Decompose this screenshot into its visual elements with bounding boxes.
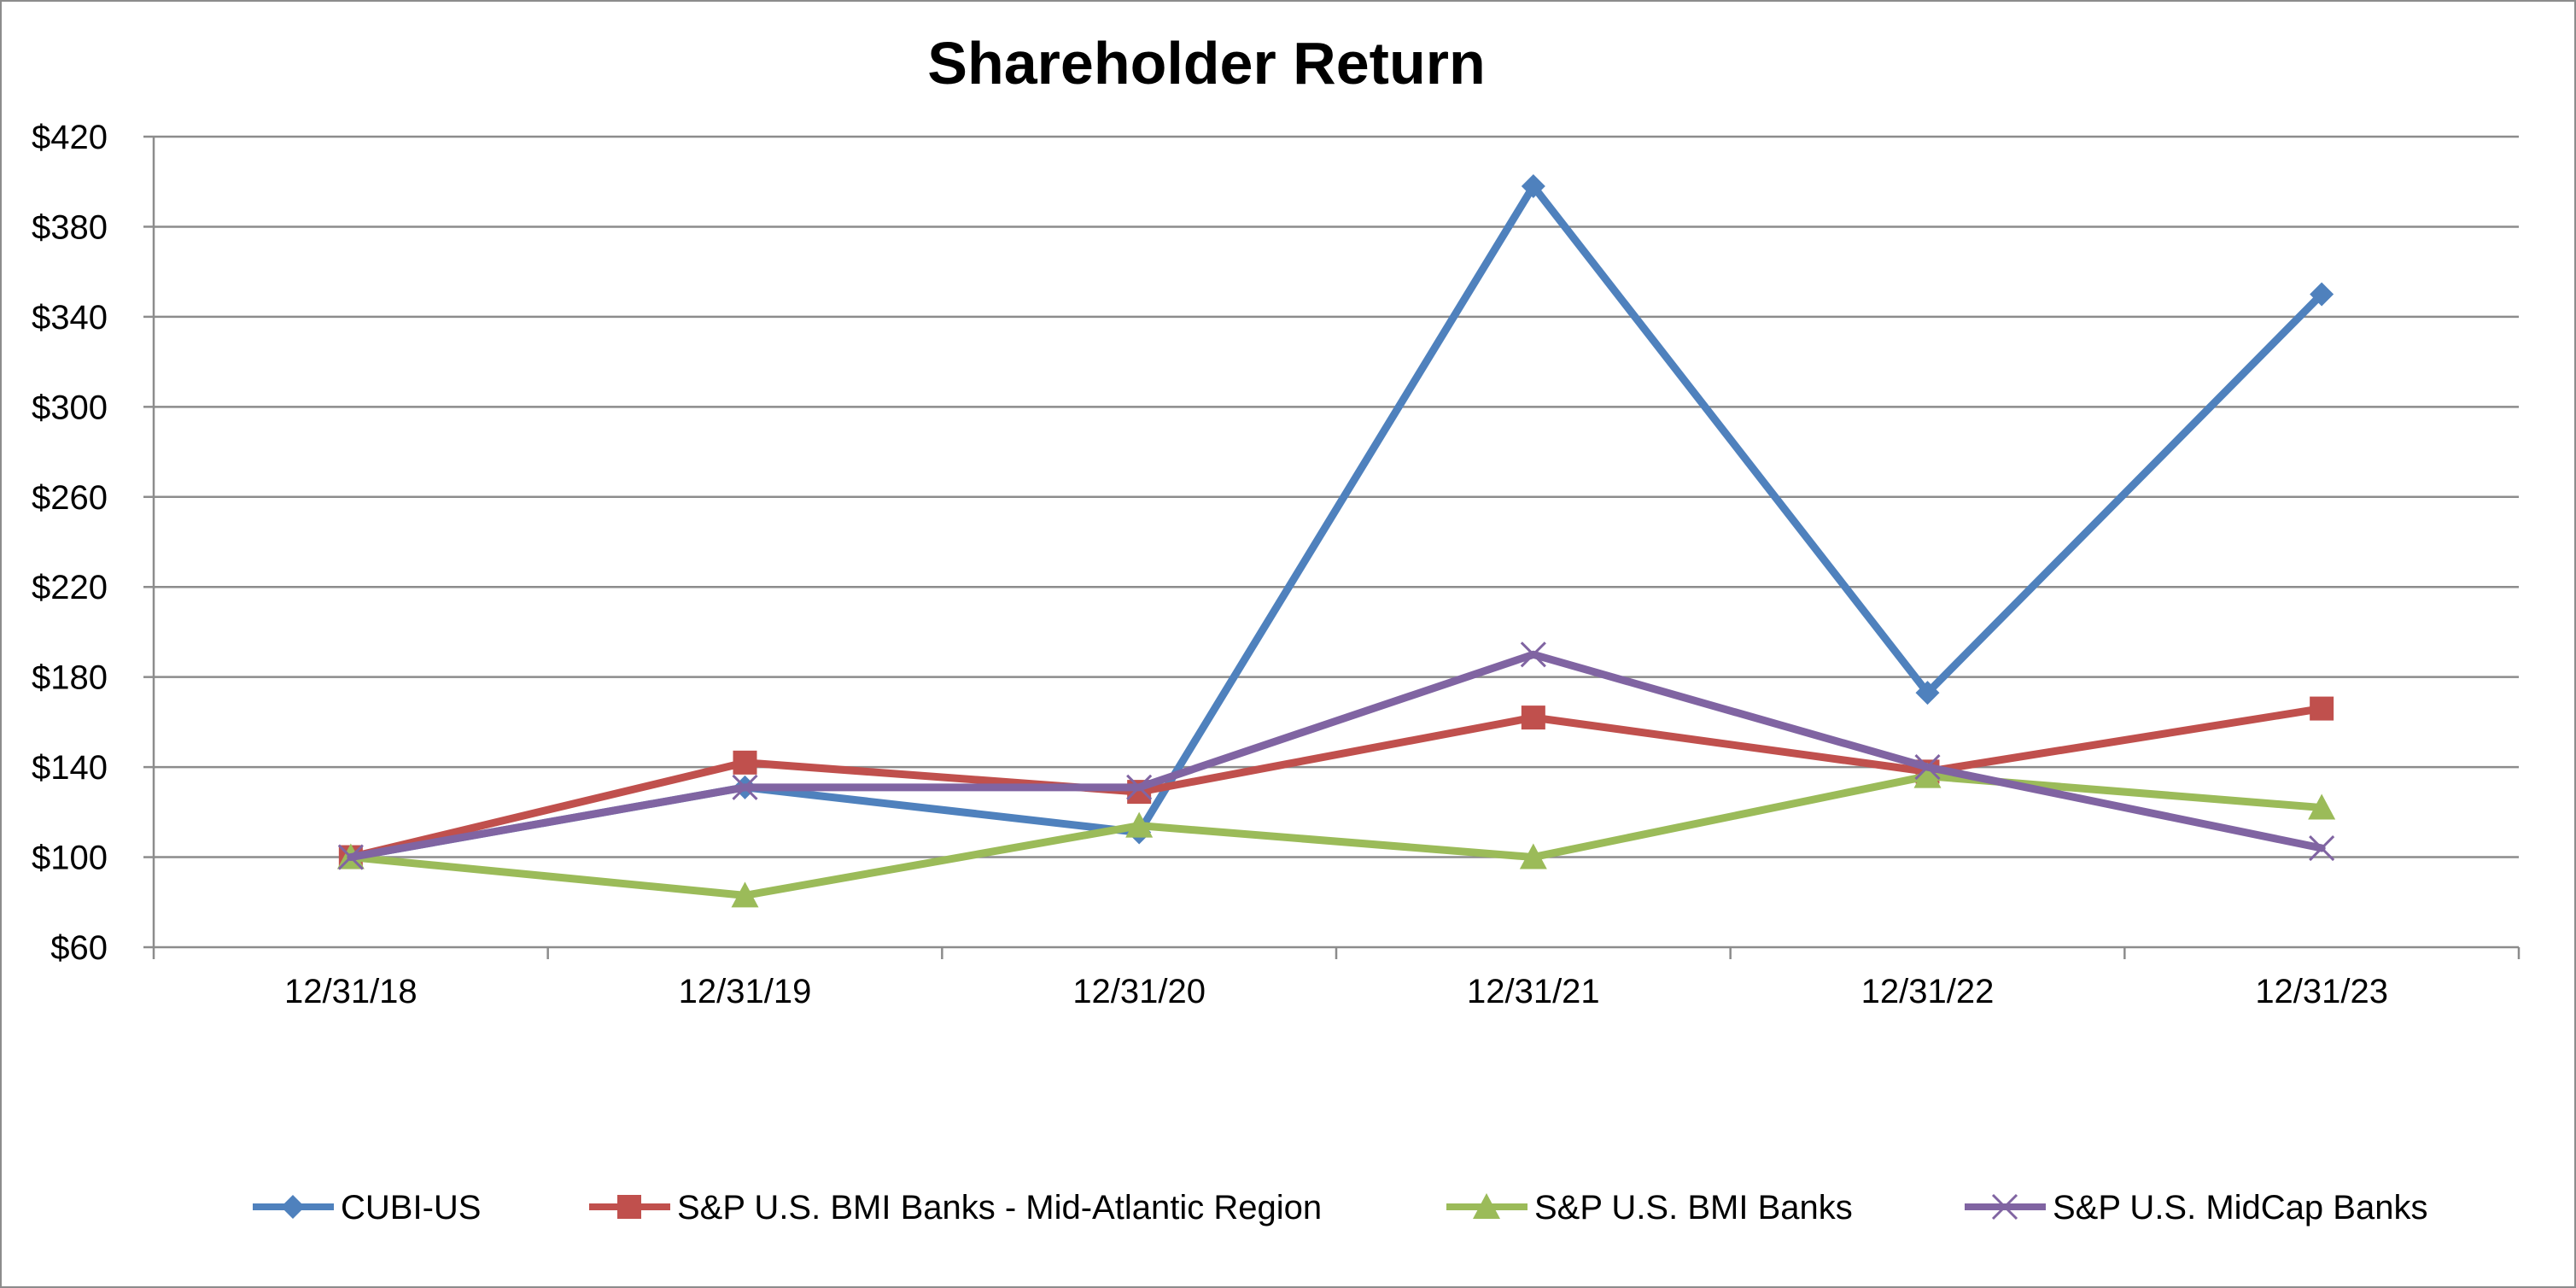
- series-2-point-3: [1519, 843, 1547, 869]
- series-3-point-1: [732, 774, 758, 800]
- series-0-point-4: [1915, 681, 1940, 705]
- axes: $60 $100 $140 $180 $220 $260 $300 $340 $380 $420 1…: [32, 119, 2521, 1010]
- series-2-point-2: [1125, 811, 1154, 838]
- series-line-1: [347, 705, 2326, 862]
- y-tick-label-300: $300: [32, 389, 108, 426]
- legend-marker-3: [1991, 1193, 2018, 1221]
- series-3-point-5: [2309, 834, 2335, 862]
- series-3-point-4-stroke-b: [1914, 754, 1941, 781]
- x-tick-label-3: 12/31/21: [1467, 973, 1600, 1010]
- legend-label-2: S&P U.S. BMI Banks: [1534, 1189, 1853, 1227]
- series-3-point-5-stroke-b: [2309, 834, 2335, 862]
- legend-item-2: S&P U.S. BMI Banks: [1446, 1189, 1853, 1227]
- x-tick-label-5: 12/31/23: [2255, 973, 2388, 1010]
- series-0-point-5: [2310, 282, 2334, 307]
- series-2-point-4: [1913, 762, 1942, 788]
- legend-label-1: S&P U.S. BMI Banks - Mid-Atlantic Region: [677, 1189, 1322, 1227]
- series-3-point-0: [337, 844, 364, 870]
- y-tick-label-140: $140: [32, 749, 108, 787]
- series-2-point-1: [731, 881, 759, 908]
- x-tick-label-0: 12/31/18: [284, 973, 418, 1010]
- y-tick-label-380: $380: [32, 208, 108, 246]
- y-tick-label-220: $220: [32, 569, 108, 606]
- series-3-point-3: [1520, 641, 1546, 668]
- series-0: [338, 173, 2334, 869]
- series-3-point-1-stroke-b: [732, 774, 758, 800]
- legend-label-0: CUBI-US: [341, 1189, 481, 1227]
- legend-item-1: S&P U.S. BMI Banks - Mid-Atlantic Region: [589, 1189, 1322, 1227]
- series-lines: [336, 173, 2336, 908]
- y-tick-label-180: $180: [32, 659, 108, 697]
- legend-marker-3-stroke-b: [1991, 1193, 2018, 1221]
- y-tick-label-260: $260: [32, 479, 108, 517]
- series-line-2: [347, 772, 2326, 899]
- legend-label-3: S&P U.S. MidCap Banks: [2053, 1189, 2427, 1227]
- x-tick-label-2: 12/31/20: [1072, 973, 1206, 1010]
- chart-title: Shareholder Return: [927, 30, 1485, 97]
- legend-marker-0: [281, 1195, 305, 1219]
- series-3: [337, 641, 2335, 870]
- series-2-point-5: [2308, 793, 2336, 820]
- y-tick-label-420: $420: [32, 119, 108, 156]
- legend-marker-2: [1473, 1193, 1500, 1219]
- legend-item-0: CUBI-US: [253, 1189, 481, 1227]
- y-tick-label-340: $340: [32, 299, 108, 337]
- series-3-point-4: [1914, 754, 1941, 781]
- y-tick-label-100: $100: [32, 840, 108, 877]
- series-1-point-1: [733, 750, 757, 775]
- x-tick-label-1: 12/31/19: [679, 973, 812, 1010]
- series-3-point-3-stroke-b: [1520, 641, 1546, 668]
- series-3-point-2-stroke-b: [1126, 774, 1153, 800]
- series-1-point-3: [1521, 705, 1545, 730]
- series-2: [336, 762, 2336, 908]
- y-tick-label-60: $60: [50, 929, 108, 967]
- series-1-point-5: [2310, 696, 2334, 721]
- legend-marker-1: [617, 1195, 641, 1219]
- series-line-3: [347, 650, 2326, 862]
- series-0-point-3: [1521, 173, 1545, 198]
- series-3-point-2: [1126, 774, 1153, 800]
- legend-item-3: S&P U.S. MidCap Banks: [1965, 1189, 2427, 1227]
- legend: CUBI-US S&P U.S. BMI Banks - Mid-Atlantic…: [253, 1189, 2427, 1227]
- series-3-point-0-stroke-b: [337, 844, 364, 870]
- gridlines: [154, 135, 2519, 858]
- x-tick-label-4: 12/31/22: [1861, 973, 1995, 1010]
